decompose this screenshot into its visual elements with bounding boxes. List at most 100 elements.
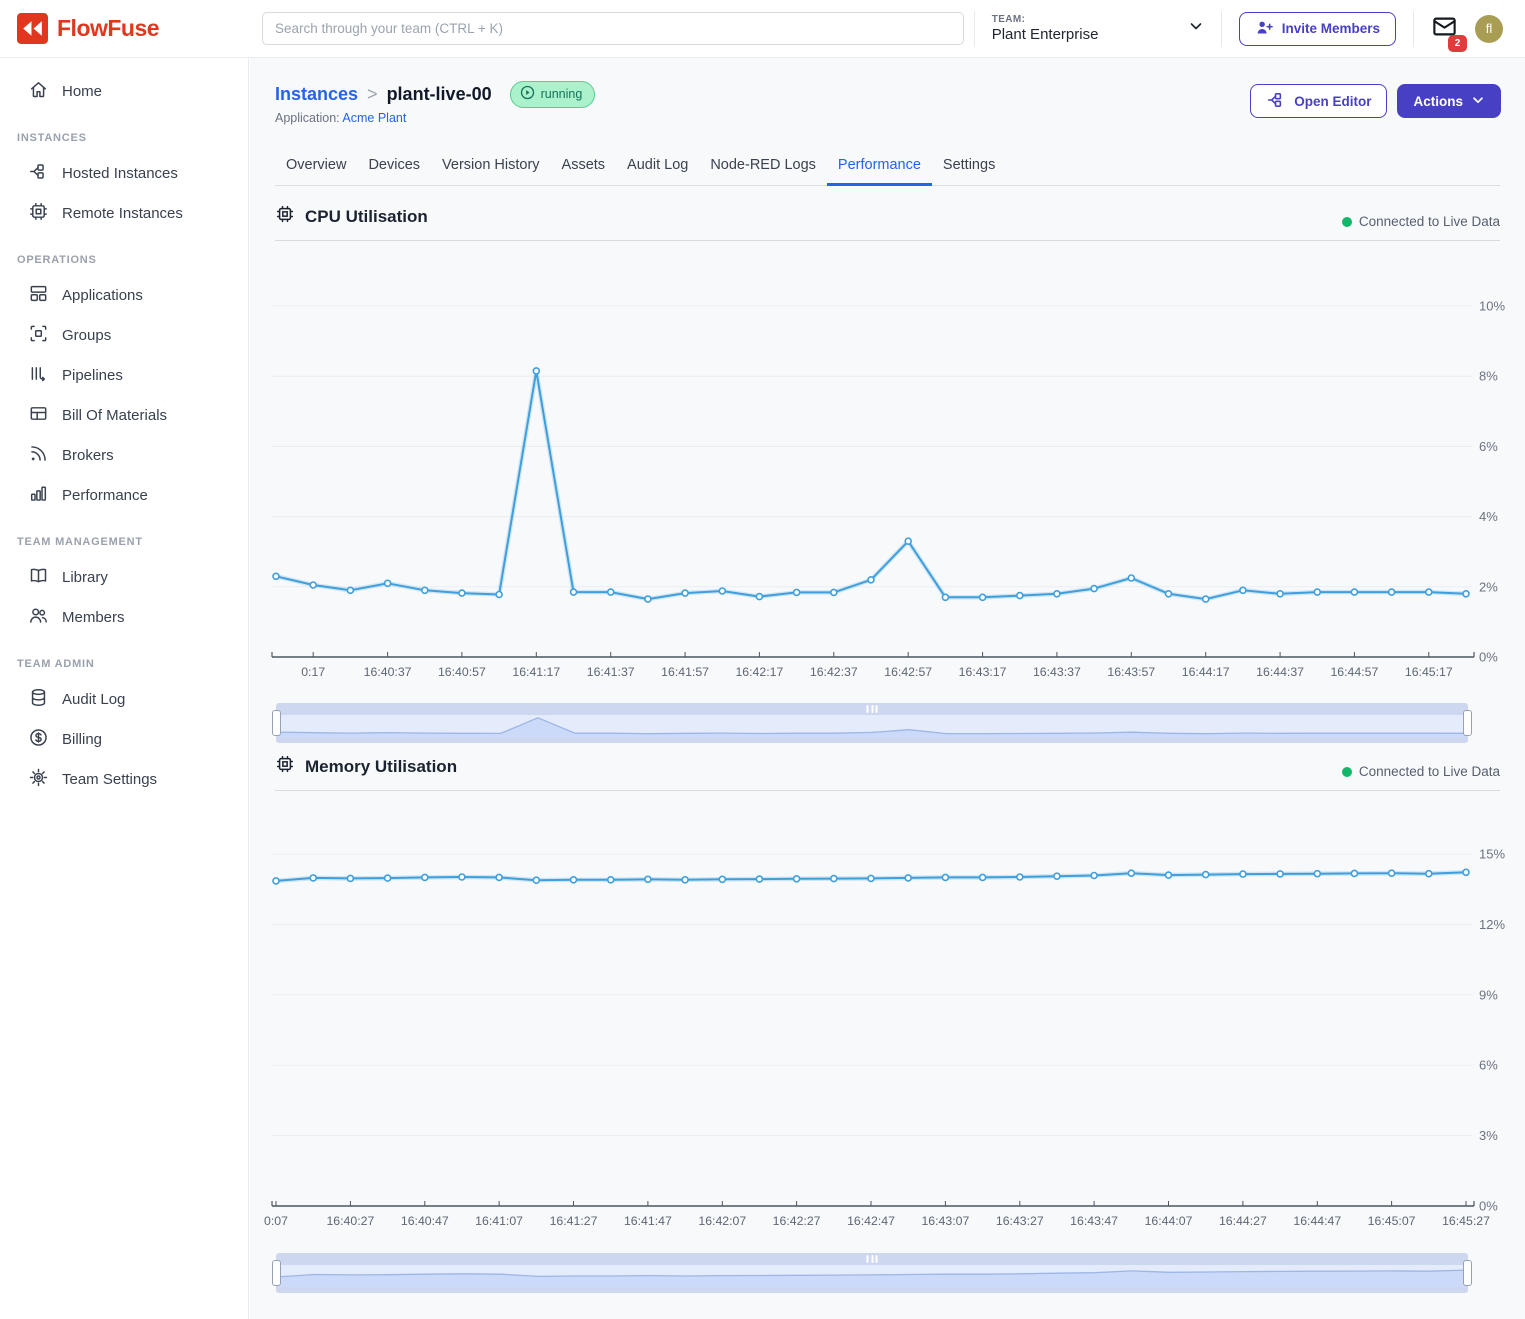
svg-text:16:44:17: 16:44:17	[1182, 665, 1230, 679]
tab-devices[interactable]: Devices	[357, 146, 431, 186]
tab-version-history[interactable]: Version History	[431, 146, 551, 186]
notifications-button[interactable]: 2	[1431, 13, 1458, 45]
tab-audit-log[interactable]: Audit Log	[616, 146, 699, 186]
header-divider	[974, 11, 975, 47]
flowfuse-logo-icon	[17, 13, 48, 44]
svg-text:0:07: 0:07	[264, 1214, 288, 1228]
tab-node-red-logs[interactable]: Node-RED Logs	[699, 146, 827, 186]
node-editor-icon	[1266, 90, 1286, 113]
memory-utilisation-chart: 15%12%9%6%3%0%0:0716:40:2716:40:4716:41:…	[250, 791, 1525, 1249]
memory-chart-range-slider[interactable]	[276, 1253, 1468, 1293]
brush-handle-right[interactable]	[1463, 1260, 1472, 1286]
sidebar-item-label: Audit Log	[62, 691, 125, 708]
brush-grip[interactable]	[867, 705, 878, 713]
brush-handle-left[interactable]	[272, 1260, 281, 1286]
home-icon	[28, 79, 49, 104]
sidebar-item-library[interactable]: Library	[0, 557, 248, 597]
brush-handle-left[interactable]	[272, 710, 281, 736]
pipelines-icon	[28, 363, 49, 388]
svg-text:16:41:27: 16:41:27	[550, 1214, 598, 1228]
svg-text:16:40:27: 16:40:27	[326, 1214, 374, 1228]
logo[interactable]: FlowFuse	[0, 13, 249, 44]
billing-icon	[28, 727, 49, 752]
live-dot-icon	[1342, 767, 1352, 777]
svg-text:10%: 10%	[1479, 299, 1505, 314]
sidebar-item-billing[interactable]: Billing	[0, 719, 248, 759]
svg-text:6%: 6%	[1479, 439, 1498, 454]
tab-overview[interactable]: Overview	[275, 146, 357, 186]
svg-text:16:42:27: 16:42:27	[773, 1214, 821, 1228]
sidebar-section-heading: TEAM ADMIN	[0, 637, 248, 679]
sidebar-section-heading: TEAM MANAGEMENT	[0, 515, 248, 557]
sidebar-item-label: Performance	[62, 487, 148, 504]
actions-label: Actions	[1413, 94, 1463, 109]
sidebar-item-groups[interactable]: Groups	[0, 315, 248, 355]
svg-text:16:41:47: 16:41:47	[624, 1214, 672, 1228]
sidebar-section-heading: OPERATIONS	[0, 233, 248, 275]
cpu-brush-window[interactable]	[278, 715, 1466, 737]
svg-text:16:44:57: 16:44:57	[1330, 665, 1378, 679]
team-selector[interactable]: TEAM: Plant Enterprise	[992, 14, 1204, 43]
cpu-chart-range-slider[interactable]	[276, 703, 1468, 743]
live-data-status: Connected to Live Data	[1342, 214, 1500, 229]
sidebar-item-applications[interactable]: Applications	[0, 275, 248, 315]
svg-text:0:17: 0:17	[301, 665, 325, 679]
user-avatar[interactable]: fl	[1475, 15, 1503, 43]
header-divider	[1221, 11, 1222, 47]
live-dot-icon	[1342, 217, 1352, 227]
chevron-down-icon	[1471, 93, 1485, 110]
instance-tabs: OverviewDevicesVersion HistoryAssetsAudi…	[275, 146, 1500, 186]
svg-text:16:44:27: 16:44:27	[1219, 1214, 1267, 1228]
svg-text:16:42:57: 16:42:57	[884, 665, 932, 679]
library-icon	[28, 565, 49, 590]
sidebar-item-members[interactable]: Members	[0, 597, 248, 637]
search-input[interactable]	[262, 12, 964, 45]
brush-handle-right[interactable]	[1463, 710, 1472, 736]
status-badge: running	[510, 81, 596, 108]
sidebar-item-audit-log[interactable]: Audit Log	[0, 679, 248, 719]
live-data-status: Connected to Live Data	[1342, 764, 1500, 779]
svg-text:16:42:37: 16:42:37	[810, 665, 858, 679]
applications-icon	[28, 283, 49, 308]
sidebar-item-hosted-instances[interactable]: Hosted Instances	[0, 153, 248, 193]
tab-settings[interactable]: Settings	[932, 146, 1006, 186]
actions-button[interactable]: Actions	[1397, 84, 1501, 118]
sidebar-item-remote-instances[interactable]: Remote Instances	[0, 193, 248, 233]
sidebar-section-heading: INSTANCES	[0, 111, 248, 153]
memory-brush-window[interactable]	[278, 1265, 1466, 1287]
svg-text:15%: 15%	[1479, 847, 1505, 862]
svg-text:16:43:37: 16:43:37	[1033, 665, 1081, 679]
sidebar-item-home[interactable]: Home	[0, 71, 248, 111]
brush-grip[interactable]	[867, 1255, 878, 1263]
sidebar-item-label: Library	[62, 569, 108, 586]
tab-assets[interactable]: Assets	[551, 146, 617, 186]
section-title: CPU Utilisation	[305, 207, 428, 227]
breadcrumb: Instances > plant-live-00 running	[275, 81, 595, 108]
cpu-chip-icon	[275, 204, 295, 229]
sidebar-item-label: Applications	[62, 287, 143, 304]
breadcrumb-instances-link[interactable]: Instances	[275, 84, 358, 105]
sidebar-item-label: Team Settings	[62, 771, 157, 788]
svg-text:3%: 3%	[1479, 1128, 1498, 1143]
memory-brush-minichart	[278, 1265, 1466, 1287]
svg-text:16:43:57: 16:43:57	[1107, 665, 1155, 679]
svg-text:16:43:17: 16:43:17	[959, 665, 1007, 679]
svg-text:0%: 0%	[1479, 650, 1498, 665]
section-title: Memory Utilisation	[305, 757, 457, 777]
sidebar-item-team-settings[interactable]: Team Settings	[0, 759, 248, 799]
sidebar-item-label: Bill Of Materials	[62, 407, 167, 424]
svg-text:16:42:17: 16:42:17	[735, 665, 783, 679]
status-badge-label: running	[541, 87, 583, 101]
sidebar-item-pipelines[interactable]: Pipelines	[0, 355, 248, 395]
open-editor-button[interactable]: Open Editor	[1250, 84, 1387, 118]
tab-performance[interactable]: Performance	[827, 146, 932, 186]
application-link[interactable]: Acme Plant	[342, 111, 406, 125]
sidebar-item-bill-of-materials[interactable]: Bill Of Materials	[0, 395, 248, 435]
invite-members-button[interactable]: Invite Members	[1239, 12, 1396, 46]
person-plus-icon	[1255, 18, 1274, 40]
sidebar-item-performance[interactable]: Performance	[0, 475, 248, 515]
sidebar-item-brokers[interactable]: Brokers	[0, 435, 248, 475]
live-data-label: Connected to Live Data	[1359, 764, 1500, 779]
sidebar-item-label: Remote Instances	[62, 205, 183, 222]
sidebar-item-label: Members	[62, 609, 125, 626]
